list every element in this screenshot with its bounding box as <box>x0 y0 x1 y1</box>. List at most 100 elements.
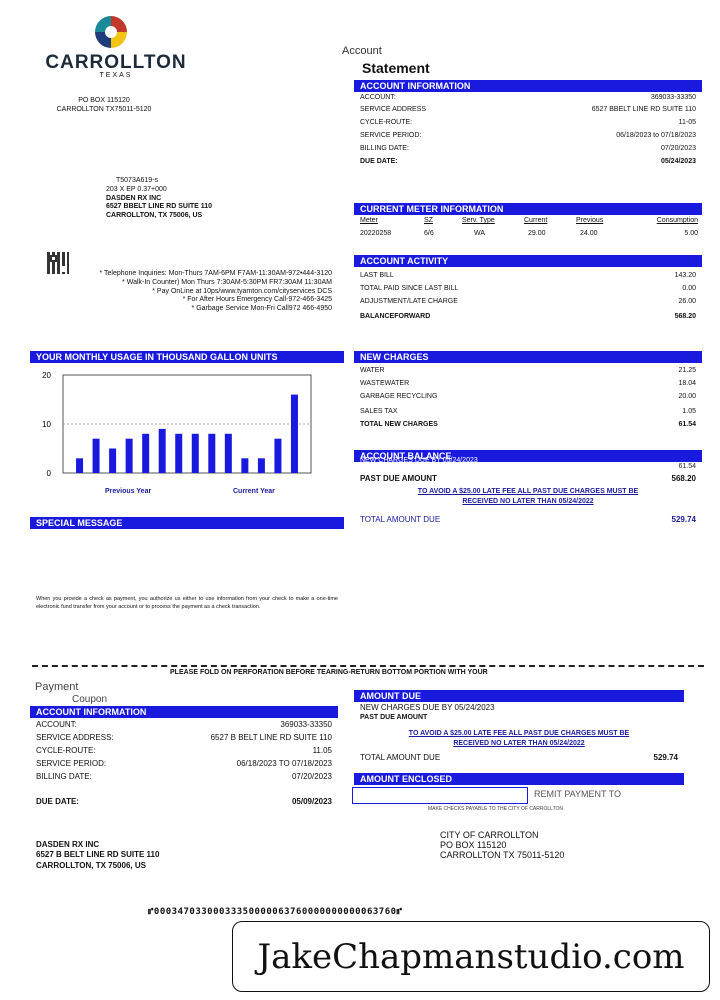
chart-tick-label: 10 <box>42 420 51 429</box>
row-label: TOTAL NEW CHARGES <box>360 421 438 428</box>
late-fee-notice: RECEIVED NO LATER THAN 05/24/2022 <box>462 498 594 505</box>
meter-section: CURRENT METER INFORMATION Meter SZ Serv.… <box>354 203 702 243</box>
coupon-title2: Coupon <box>72 694 108 705</box>
row-label: ACCOUNT: <box>36 720 77 729</box>
sender-line1: PO BOX 115120 <box>78 97 130 104</box>
contact-line: * Walk-In Counter) Mon Thurs 7:30AM-5:30… <box>122 278 332 286</box>
usage-chart: 0 10 20 Previous Year Current Year <box>42 371 312 495</box>
coupon-account-section: ACCOUNT INFORMATION ACCOUNT: 369033-33350… <box>30 706 338 808</box>
account-info-title: ACCOUNT INFORMATION <box>354 80 702 92</box>
row-label: SERVICE ADDRESS: <box>36 733 114 742</box>
amount-enclosed-title: AMOUNT ENCLOSED <box>354 773 684 785</box>
amount-due-section: AMOUNT DUE NEW CHARGES DUE BY 05/24/2023… <box>354 690 684 764</box>
chart-bar <box>191 433 199 473</box>
account-info-section: ACCOUNT INFORMATION ACCOUNT: 369033-33350… <box>354 80 702 168</box>
total-due-row: TOTAL AMOUNT DUE 529.74 <box>360 513 696 526</box>
coupon-row: ACCOUNT: 369033-33350 <box>36 718 332 731</box>
row-value: 26.00 <box>678 298 696 305</box>
activity-section: ACCOUNT ACTIVITY LAST BILL 143.20 TOTAL P… <box>354 255 702 323</box>
chart-bar <box>208 433 216 473</box>
row-value: 529.74 <box>653 753 678 762</box>
row-value: 529.74 <box>671 515 696 524</box>
row-label: GARBAGE RECYCLING <box>360 393 438 400</box>
usage-section: YOUR MONTHLY USAGE IN THOUSAND GALLON UN… <box>30 351 344 505</box>
row-label: WATER <box>360 367 385 374</box>
coupon-title1: Payment <box>35 681 79 693</box>
row-label: SERVICE PERIOD: <box>360 132 422 139</box>
recipient-city: CARROLLTON, TX 75006, US <box>106 212 203 219</box>
row-label: SERVICE ADDRESS <box>360 106 427 113</box>
row-value: 143.20 <box>674 272 696 279</box>
chart-bar <box>109 448 117 473</box>
row-label: BALANCEFORWARD <box>360 313 431 320</box>
row-value: 1.05 <box>682 408 696 415</box>
logo-mark-icon <box>95 16 127 48</box>
meter-header: SZ <box>424 217 433 224</box>
row-value: 61.54 <box>678 421 696 428</box>
row-value: 18.04 <box>678 380 696 387</box>
coupon-recipient-street: 6527 B BELT LINE RD SUITE 110 <box>36 850 160 860</box>
chart-bar <box>290 394 298 473</box>
meter-title: CURRENT METER INFORMATION <box>354 203 702 215</box>
meter-header: Current <box>524 217 548 224</box>
row-value: 568.20 <box>674 313 696 320</box>
row-label: DUE DATE: <box>36 797 79 806</box>
chart-bar <box>76 458 84 473</box>
logo-state: TEXAS <box>99 72 133 79</box>
row-value: 21.25 <box>678 367 696 374</box>
charge-row: WATER 21.25 <box>360 364 696 377</box>
meter-header: Consumption <box>656 217 698 224</box>
chart-bar <box>224 433 232 473</box>
perforation-line <box>32 665 704 667</box>
chart-bar <box>125 438 133 473</box>
special-text: When you provide a check as payment, you… <box>36 596 338 610</box>
coupon-row: BILLING DATE: 07/20/2023 <box>36 770 332 783</box>
activity-row: BALANCEFORWARD 568.20 <box>360 310 696 323</box>
coupon-recipient: DASDEN RX INC 6527 B BELT LINE RD SUITE … <box>36 840 159 871</box>
row-value: 369033-33350 <box>650 94 696 101</box>
chart-bar <box>274 438 282 473</box>
sender-address: PO BOX 115120 CARROLLTON TX75011-5120 <box>44 97 164 115</box>
row-label: WASTEWATER <box>360 380 410 387</box>
meter-header: Meter <box>360 217 378 224</box>
account-row: CYCLE-ROUTE: 11-05 <box>360 116 696 129</box>
account-row: BILLING DATE: 07/20/2023 <box>360 142 696 155</box>
meter-header: Serv. Type <box>462 217 495 224</box>
mail-codes: T5073A619-s 203 X EP 0.37+000 DASDEN RX … <box>106 177 266 221</box>
row-label: TOTAL PAID SINCE LAST BILL <box>360 285 459 292</box>
row-label: ACCOUNT: <box>360 94 396 101</box>
amount-enclosed-input[interactable] <box>352 787 528 804</box>
coupon-recipient-name: DASDEN RX INC <box>36 840 100 849</box>
header-account: Account <box>342 45 382 57</box>
row-label: BILLING DATE: <box>360 145 409 152</box>
chart-bar <box>142 433 150 473</box>
row-value: 06/18/2023 to 07/18/2023 <box>616 132 696 139</box>
row-label: CYCLE-ROUTE: <box>36 746 96 755</box>
row-value: 07/20/2023 <box>660 145 696 152</box>
contact-line: * Garbage Service Mon-Fri Call972 466-49… <box>191 305 332 312</box>
account-row: DUE DATE: 05/24/2023 <box>360 155 696 168</box>
perforation-text: PLEASE FOLD ON PERFORATION BEFORE TEARIN… <box>170 669 488 676</box>
activity-row: TOTAL PAID SINCE LAST BILL 0.00 <box>360 282 696 295</box>
account-row: ACCOUNT: 369033-33350 <box>360 92 696 103</box>
coupon-row: CYCLE-ROUTE: 11.05 <box>36 744 332 757</box>
balance-row: PAST DUE AMOUNT 568.20 <box>360 472 696 485</box>
chart-x-label: Current Year <box>233 488 275 495</box>
coupon-account-title: ACCOUNT INFORMATION <box>30 706 338 718</box>
charge-row: WASTEWATER 18.04 <box>360 377 696 390</box>
charge-row: SALES TAX 1.05 <box>360 405 696 418</box>
recipient-street: 6527 BBELT LINE RD SUITE 110 <box>106 203 213 211</box>
row-label: SALES TAX <box>360 408 398 415</box>
contact-line: * Pay OnLine at 10ps/www.tyamton.com/cit… <box>152 287 332 295</box>
row-value: 07/20/2023 <box>291 772 332 781</box>
row-label: DUE DATE: <box>360 158 398 165</box>
row-value: 06/18/2023 TO 07/18/2023 <box>236 759 332 768</box>
row-label: LAST BILL <box>360 272 394 279</box>
row-value: 0.00 <box>682 285 696 292</box>
coupon-due-row: DUE DATE: 05/09/2023 <box>36 795 332 808</box>
balance-section: ACCOUNT BALANCE NEW CHARGES DUE BY 05/24… <box>354 450 702 526</box>
meter-cell: 29.00 <box>528 230 546 237</box>
row-value: 6527 BBELT LINE RD SUITE 110 <box>591 106 696 113</box>
row-label: PAST DUE AMOUNT <box>360 474 437 483</box>
chart-tick-label: 20 <box>42 371 51 380</box>
